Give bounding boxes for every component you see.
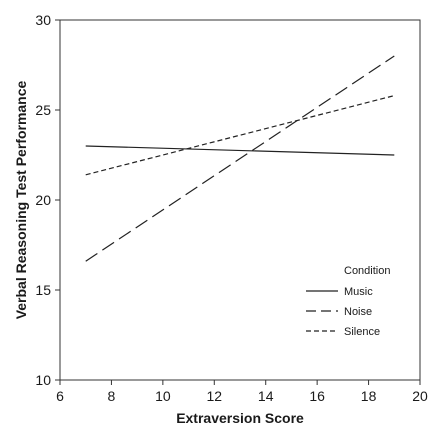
legend-label-music: Music — [344, 286, 373, 298]
y-tick-label: 20 — [35, 192, 51, 208]
legend-label-silence: Silence — [344, 326, 380, 338]
y-tick-label: 25 — [35, 102, 51, 118]
x-tick-label: 6 — [56, 388, 64, 404]
y-axis-title: Verbal Reasoning Test Performance — [13, 80, 29, 319]
x-tick-label: 16 — [309, 388, 325, 404]
x-tick-label: 14 — [258, 388, 274, 404]
y-tick-label: 10 — [35, 372, 51, 388]
legend-label-noise: Noise — [344, 306, 372, 318]
x-tick-label: 12 — [206, 388, 222, 404]
x-tick-label: 10 — [155, 388, 171, 404]
y-tick-label: 15 — [35, 282, 51, 298]
x-axis-title: Extraversion Score — [176, 410, 304, 426]
legend-title: Condition — [344, 265, 390, 277]
x-axis: 6 8 10 12 14 16 18 20 — [56, 380, 428, 404]
series-layer — [85, 55, 395, 262]
series-line-silence — [85, 95, 395, 176]
legend: Condition Music Noise Silence — [306, 265, 390, 338]
x-tick-label: 8 — [108, 388, 116, 404]
y-tick-label: 30 — [35, 12, 51, 28]
x-tick-label: 18 — [361, 388, 377, 404]
series-line-music — [85, 145, 395, 156]
x-tick-label: 20 — [412, 388, 428, 404]
y-axis: 10 15 20 25 30 — [35, 12, 60, 388]
series-line-noise — [85, 55, 395, 262]
